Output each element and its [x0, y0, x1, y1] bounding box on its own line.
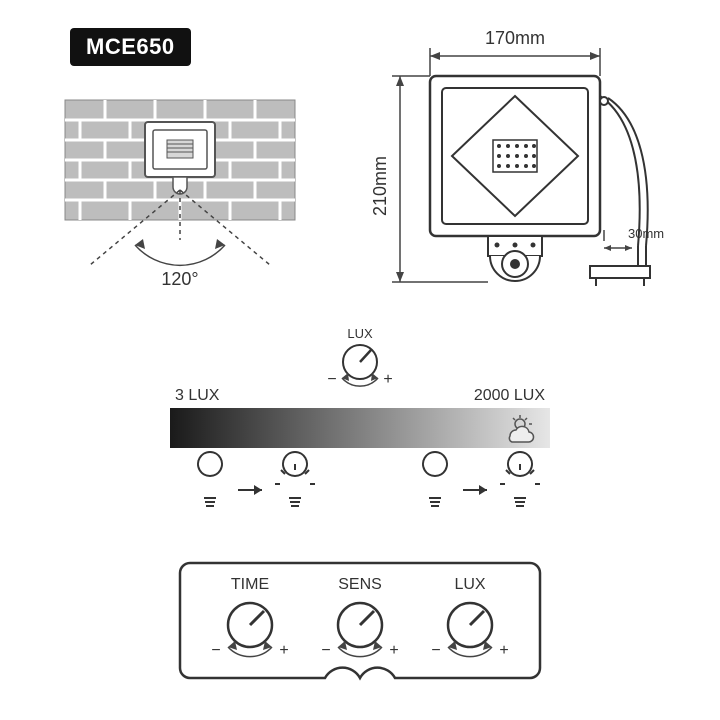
- dial-time: TIME − +: [211, 576, 288, 659]
- lux-gradient-bar: [170, 408, 550, 448]
- lux-panel: LUX − + 3 LUX 2000 LUX: [120, 330, 600, 540]
- arrow-right-icon: [463, 485, 487, 495]
- lux-min-label: 3 LUX: [175, 387, 220, 404]
- dial-label: TIME: [231, 576, 269, 593]
- arrow-right-icon: [238, 485, 262, 495]
- minus-label: −: [327, 371, 336, 388]
- beam-angle-label: 120°: [161, 269, 198, 289]
- plus-label: +: [389, 642, 398, 659]
- dials-panel: TIME − + SENS − + LUX − +: [170, 555, 550, 695]
- width-label: 170mm: [485, 28, 545, 48]
- bulb-on-icon: [500, 452, 540, 506]
- height-label: 210mm: [370, 156, 390, 216]
- minus-label: −: [211, 642, 220, 659]
- dial-label: SENS: [338, 576, 382, 593]
- plus-label: +: [279, 642, 288, 659]
- model-badge: MCE650: [70, 28, 191, 66]
- led-grid: [493, 140, 537, 172]
- bulb-on-icon: [275, 452, 315, 506]
- minus-label: −: [321, 642, 330, 659]
- depth-label: 30mm: [628, 226, 664, 241]
- floodlight-front-icon: [430, 76, 600, 236]
- lux-dial-top: LUX − +: [327, 326, 392, 388]
- pir-sensor-icon: [488, 236, 542, 281]
- bulb-off-icon: [423, 452, 447, 506]
- bulb-off-icon: [198, 452, 222, 506]
- plus-label: +: [499, 642, 508, 659]
- plus-label: +: [383, 371, 392, 388]
- lux-dial-top-label: LUX: [347, 326, 373, 341]
- lux-max-label: 2000 LUX: [474, 387, 545, 404]
- width-dimension: [430, 48, 600, 76]
- dial-label: LUX: [454, 576, 485, 593]
- dimension-drawing: 170mm: [360, 16, 680, 316]
- minus-label: −: [431, 642, 440, 659]
- wall-mount-diagram: 120°: [55, 90, 315, 310]
- dial-sens: SENS − +: [321, 576, 398, 659]
- dial-lux: LUX − +: [431, 576, 508, 659]
